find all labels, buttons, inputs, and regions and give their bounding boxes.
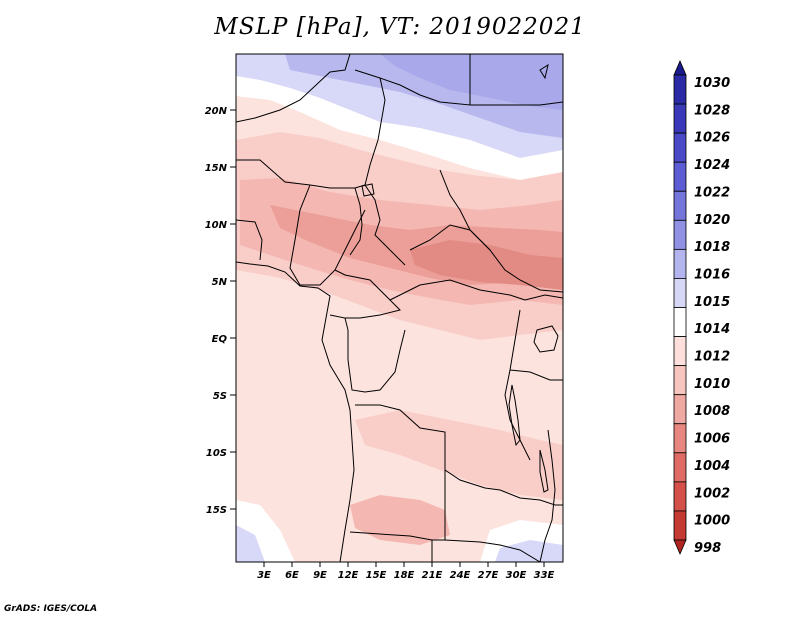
colorbar-label-1028: 1028	[694, 103, 730, 118]
lat-label-eq: EQ	[212, 334, 228, 345]
field-1017-north	[380, 54, 563, 110]
colorbar-swatch-5	[673, 190, 687, 221]
colorbar-swatch-9	[673, 307, 687, 337]
plot-frame	[235, 53, 564, 563]
colorbar-label-1018: 1018	[694, 240, 730, 255]
border-chad-sudan	[364, 77, 406, 266]
lake-tanganyika	[508, 384, 521, 447]
colorbar-swatch-10	[673, 336, 687, 367]
colorbar-label-1008: 1008	[694, 404, 730, 419]
border-west-inner	[236, 219, 263, 261]
colorbar-bottom-arrow	[673, 539, 687, 556]
border-libya-egypt-sudan	[236, 54, 351, 123]
pressure-field	[236, 54, 563, 562]
colorbar-label-1010: 1010	[694, 377, 730, 392]
colorbar-top-arrow	[673, 59, 687, 76]
colorbar-label-1015: 1015	[694, 295, 730, 310]
border-car-sudan	[409, 224, 491, 251]
lakes	[361, 63, 559, 493]
colorbar-label-1012: 1012	[694, 350, 730, 365]
lon-label-27e: 27E	[478, 570, 499, 581]
lat-axis	[230, 109, 236, 510]
field-1011-south	[355, 410, 563, 500]
border-angola-namibia	[349, 531, 433, 541]
lon-axis	[263, 562, 545, 567]
colorbar-swatch-16	[673, 510, 687, 541]
lake-malawi	[539, 449, 549, 493]
lon-label-18e: 18E	[394, 570, 415, 581]
lon-label-9e: 9E	[313, 570, 327, 581]
border-chad-cameroon	[349, 187, 363, 256]
border-uganda-kenya	[524, 294, 563, 301]
colorbar-label-1000: 1000	[694, 514, 730, 529]
colorbar-swatch-15	[673, 481, 687, 512]
border-drc-angola	[355, 404, 501, 491]
lon-label-12e: 12E	[338, 570, 359, 581]
lat-label-15s: 15S	[206, 505, 227, 516]
colorbar-swatch-1	[673, 74, 687, 105]
coastline-west	[236, 261, 355, 562]
border-mozambique	[539, 429, 556, 562]
colorbar-label-1006: 1006	[694, 432, 730, 447]
lake-nasser	[539, 63, 549, 80]
colorbar-label-1024: 1024	[694, 158, 730, 173]
colorbar-label-1002: 1002	[694, 486, 730, 501]
colorbar-label-1030: 1030	[694, 76, 730, 91]
lat-label-5n: 5N	[212, 277, 228, 288]
lake-chad	[361, 183, 375, 197]
colorbar-swatch-14	[673, 452, 687, 483]
border-zambia-east	[499, 489, 563, 506]
border-bottom-inner	[444, 539, 541, 562]
lon-label-24e: 24E	[450, 570, 471, 581]
borders	[236, 54, 563, 562]
lon-label-6e: 6E	[285, 570, 299, 581]
field-1015-sw	[236, 525, 265, 562]
lat-label-10s: 10S	[206, 448, 227, 459]
colorbar-label-1004: 1004	[694, 459, 730, 474]
field-1012-ocean	[236, 270, 350, 562]
colorbar-swatch-4	[673, 161, 687, 192]
colorbar: 1030 1028 1026 1024 1022 1020 1018 1016 1015 1014…	[673, 59, 730, 556]
border-sudan-egypt	[470, 101, 563, 106]
field-1015-se	[495, 540, 563, 562]
colorbar-swatch-6	[673, 219, 687, 250]
field-1014-band	[236, 76, 563, 180]
border-libya-chad	[354, 54, 471, 106]
border-cameroon-car	[334, 269, 401, 319]
colorbar-label-1020: 1020	[694, 213, 730, 228]
lat-label-20n: 20N	[205, 106, 228, 117]
lat-label-5s: 5S	[213, 391, 227, 402]
colorbar-label-1026: 1026	[694, 131, 730, 146]
colorbar-label-1022: 1022	[694, 185, 730, 200]
lon-label-21e: 21E	[422, 570, 443, 581]
lon-label-30e: 30E	[506, 570, 527, 581]
lat-label-15n: 15N	[205, 163, 228, 174]
field-1008-core	[410, 240, 563, 290]
border-congo-gabon	[329, 314, 406, 393]
colorbar-swatch-2	[673, 103, 687, 134]
field-1010-south	[350, 495, 450, 545]
colorbar-swatch-12	[673, 394, 687, 425]
lon-label-33e: 33E	[534, 570, 555, 581]
border-car-drc	[389, 279, 526, 301]
border-rwanda-tanzania	[509, 369, 563, 381]
colorbar-swatch-13	[673, 423, 687, 454]
colorbar-swatch-3	[673, 132, 687, 163]
colorbar-swatch-8	[673, 278, 687, 308]
colorbar-label-998: 998	[694, 541, 721, 556]
lat-label-10n: 10N	[205, 220, 228, 231]
colorbar-label-1014: 1014	[694, 322, 730, 337]
lon-label-3e: 3E	[257, 570, 271, 581]
border-nigeria-cameroon	[289, 184, 366, 286]
lon-label-15e: 15E	[366, 570, 387, 581]
lake-victoria	[533, 325, 559, 353]
footer-credit: GrADS: IGES/COLA	[4, 604, 98, 614]
colorbar-swatch-11	[673, 365, 687, 396]
map-title: MSLP [hPa], VT: 2019022021	[214, 14, 586, 40]
colorbar-label-1016: 1016	[694, 267, 730, 282]
colorbar-swatch-7	[673, 248, 687, 279]
